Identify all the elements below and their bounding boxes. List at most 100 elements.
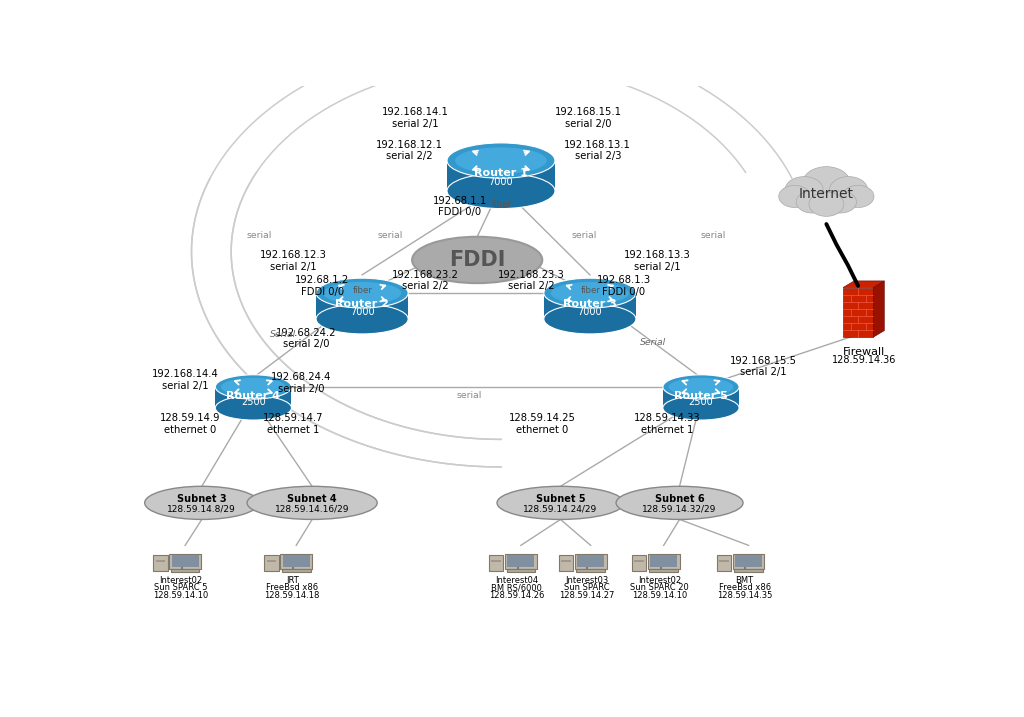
Ellipse shape (144, 486, 259, 519)
Text: 192.168.15.1
serial 2/0: 192.168.15.1 serial 2/0 (555, 108, 622, 129)
Text: Sun SPARC: Sun SPARC (564, 584, 609, 592)
Bar (843, 288, 873, 337)
Text: FreeBsd x86: FreeBsd x86 (266, 584, 318, 592)
Circle shape (824, 191, 856, 213)
Text: Sun SPARC 5: Sun SPARC 5 (155, 584, 208, 592)
Bar (578, 555, 604, 567)
Text: 128.59.14.9
ethernet 0: 128.59.14.9 ethernet 0 (160, 413, 220, 435)
Text: 192.168.15.5
serial 2/1: 192.168.15.5 serial 2/1 (729, 356, 797, 377)
Circle shape (809, 192, 844, 217)
Text: 128.59.14.16/29: 128.59.14.16/29 (274, 504, 349, 513)
Text: 192.168.12.1
serial 2/2: 192.168.12.1 serial 2/2 (376, 140, 443, 161)
Text: serial: serial (377, 231, 402, 239)
Circle shape (779, 186, 811, 207)
Bar (734, 569, 763, 572)
Ellipse shape (663, 375, 739, 399)
Text: Router 1: Router 1 (474, 168, 528, 179)
Text: serial: serial (701, 231, 726, 239)
Text: 192.68.1.1
FDDI 0/0: 192.68.1.1 FDDI 0/0 (432, 196, 486, 217)
Bar (172, 555, 199, 567)
Text: Subnet 5: Subnet 5 (536, 494, 586, 504)
Bar (719, 560, 729, 563)
Polygon shape (447, 161, 555, 191)
Text: BMT: BMT (735, 576, 754, 585)
Text: 192.68.24.2
serial 2/0: 192.68.24.2 serial 2/0 (276, 328, 337, 349)
Text: 2500: 2500 (241, 397, 266, 407)
Text: 192.168.13.3
serial 2/1: 192.168.13.3 serial 2/1 (624, 250, 691, 272)
Text: serial: serial (246, 231, 271, 239)
Bar (507, 569, 536, 572)
Bar (717, 555, 731, 571)
Circle shape (843, 186, 874, 207)
Ellipse shape (551, 282, 629, 304)
Ellipse shape (497, 486, 624, 519)
Bar (169, 554, 201, 569)
Text: Interest02: Interest02 (160, 576, 203, 585)
Text: 192.168.14.4
serial 2/1: 192.168.14.4 serial 2/1 (152, 369, 218, 391)
Ellipse shape (316, 304, 409, 334)
Bar (561, 560, 570, 563)
Bar (154, 555, 168, 571)
Text: Serial: Serial (269, 330, 296, 339)
Text: 128.59.14.33
ethernet 1: 128.59.14.33 ethernet 1 (634, 413, 701, 435)
Ellipse shape (669, 378, 733, 396)
Ellipse shape (544, 278, 636, 308)
Ellipse shape (215, 375, 292, 399)
Text: fiber: fiber (581, 286, 600, 295)
Text: 128.59.14.36: 128.59.14.36 (831, 356, 896, 366)
Text: 128.59.14.32/29: 128.59.14.32/29 (642, 504, 717, 513)
Bar (283, 555, 309, 567)
Bar (650, 555, 677, 567)
Polygon shape (873, 281, 885, 337)
Bar (281, 554, 312, 569)
Text: 192.168.12.3
serial 2/1: 192.168.12.3 serial 2/1 (260, 250, 327, 272)
Circle shape (785, 176, 823, 203)
Text: 192.68.1.3
FDDI 0/0: 192.68.1.3 FDDI 0/0 (597, 275, 651, 297)
Text: 128.59.14.8/29: 128.59.14.8/29 (168, 504, 237, 513)
Text: Router 5: Router 5 (674, 391, 728, 401)
Text: Subnet 3: Subnet 3 (177, 494, 226, 504)
Text: 7000: 7000 (578, 307, 602, 317)
Bar (171, 569, 200, 572)
Bar (507, 555, 535, 567)
Text: 128.59.14.10: 128.59.14.10 (154, 591, 209, 599)
Text: 128.59.14.26: 128.59.14.26 (489, 591, 545, 599)
Ellipse shape (544, 304, 636, 334)
Text: fiber: fiber (352, 286, 373, 295)
Text: 192.168.23.3
serial 2/2: 192.168.23.3 serial 2/2 (498, 270, 564, 291)
Text: Subnet 6: Subnet 6 (654, 494, 705, 504)
Text: 128.59.14.7
ethernet 1: 128.59.14.7 ethernet 1 (263, 413, 324, 435)
Bar (156, 560, 165, 563)
Text: 128.59.14.10: 128.59.14.10 (632, 591, 687, 599)
Ellipse shape (323, 282, 401, 304)
Text: 128.59.14.24/29: 128.59.14.24/29 (523, 504, 598, 513)
Text: 192.168.13.1
serial 2/3: 192.168.13.1 serial 2/3 (564, 140, 631, 161)
Text: serial: serial (571, 231, 597, 239)
Ellipse shape (412, 237, 543, 283)
Text: 7000: 7000 (488, 177, 513, 187)
Text: Interest02: Interest02 (638, 576, 681, 585)
Text: Interest04: Interest04 (496, 576, 539, 585)
Bar (489, 555, 504, 571)
Bar (574, 554, 606, 569)
Text: 128.59.14.35: 128.59.14.35 (717, 591, 772, 599)
Text: 128.59.14.18: 128.59.14.18 (264, 591, 319, 599)
Ellipse shape (447, 143, 555, 179)
Bar (282, 569, 310, 572)
Text: Router 4: Router 4 (226, 391, 281, 401)
Text: 192.168.14.1
serial 2/1: 192.168.14.1 serial 2/1 (382, 108, 449, 129)
Bar (649, 569, 678, 572)
Bar (559, 555, 573, 571)
Ellipse shape (455, 147, 547, 174)
Ellipse shape (447, 174, 555, 209)
Ellipse shape (616, 486, 743, 519)
Text: 2500: 2500 (688, 397, 714, 407)
Bar (267, 560, 276, 563)
Bar (632, 555, 646, 571)
Bar (735, 555, 762, 567)
Text: serial: serial (457, 391, 482, 399)
Circle shape (797, 191, 828, 213)
Text: Subnet 4: Subnet 4 (288, 494, 337, 504)
Polygon shape (316, 293, 409, 319)
Bar (577, 569, 605, 572)
